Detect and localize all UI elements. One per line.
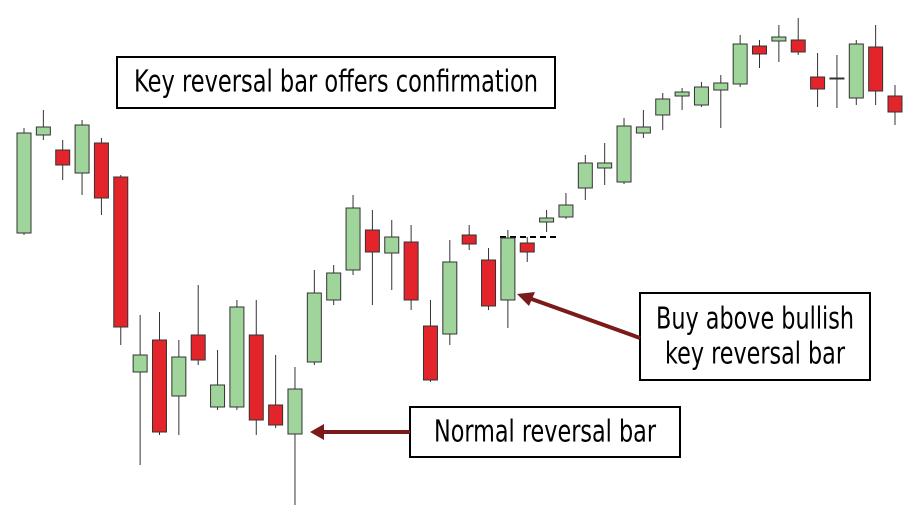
arrowhead: [517, 292, 535, 306]
bullish-body: [35, 126, 51, 136]
bearish-body: [810, 76, 826, 90]
bullish-body: [597, 162, 613, 169]
bullish-body: [74, 124, 90, 174]
bullish-body: [771, 36, 787, 42]
bullish-body: [848, 43, 864, 99]
bullish-body: [384, 236, 400, 254]
bullish-body: [326, 272, 342, 301]
annotation-text: Key reversal bar offers confirmation: [134, 65, 538, 100]
bearish-body: [151, 339, 167, 433]
bullish-body: [345, 207, 361, 271]
bearish-body: [887, 95, 903, 113]
bullish-body: [713, 82, 729, 91]
bullish-body: [16, 132, 32, 234]
bearish-body: [113, 176, 129, 328]
bullish-body: [210, 384, 226, 408]
bearish-body: [752, 45, 768, 55]
bearish-body: [190, 334, 206, 361]
bearish-body: [461, 234, 477, 245]
bullish-body: [539, 217, 555, 223]
bullish-body: [829, 77, 845, 80]
annotation-box: [639, 292, 871, 381]
annotation-box: [409, 406, 681, 458]
annotation-text: Buy above bullish: [656, 302, 854, 337]
bullish-body: [732, 43, 748, 85]
annotation-box: [116, 56, 556, 109]
bearish-body: [93, 142, 109, 199]
bearish-body: [403, 241, 419, 301]
bullish-body: [674, 91, 690, 97]
bearish-body: [248, 334, 264, 421]
bullish-body: [229, 306, 245, 408]
bullish-body: [306, 292, 322, 363]
bullish-body: [635, 126, 651, 134]
bullish-body: [500, 237, 516, 301]
bearish-body: [364, 229, 380, 253]
bullish-body: [132, 354, 148, 373]
annotation-text: Normal reversal bar: [434, 415, 656, 450]
bullish-body: [577, 162, 593, 189]
bullish-body: [287, 388, 303, 435]
bearish-body: [868, 46, 884, 92]
annotation-text: key reversal bar: [665, 337, 845, 372]
bearish-body: [422, 325, 438, 381]
bearish-body: [481, 259, 497, 307]
bullish-body: [558, 204, 574, 218]
arrowhead: [310, 424, 324, 440]
bullish-body: [616, 125, 632, 183]
bearish-body: [268, 404, 284, 426]
bearish-body: [55, 149, 71, 166]
bearish-body: [790, 39, 806, 53]
bullish-body: [693, 86, 709, 106]
bearish-body: [519, 242, 535, 253]
bullish-body: [655, 98, 671, 116]
bullish-body: [171, 356, 187, 397]
arrow: [525, 295, 641, 340]
candles: [16, 18, 903, 505]
bullish-body: [442, 261, 458, 335]
